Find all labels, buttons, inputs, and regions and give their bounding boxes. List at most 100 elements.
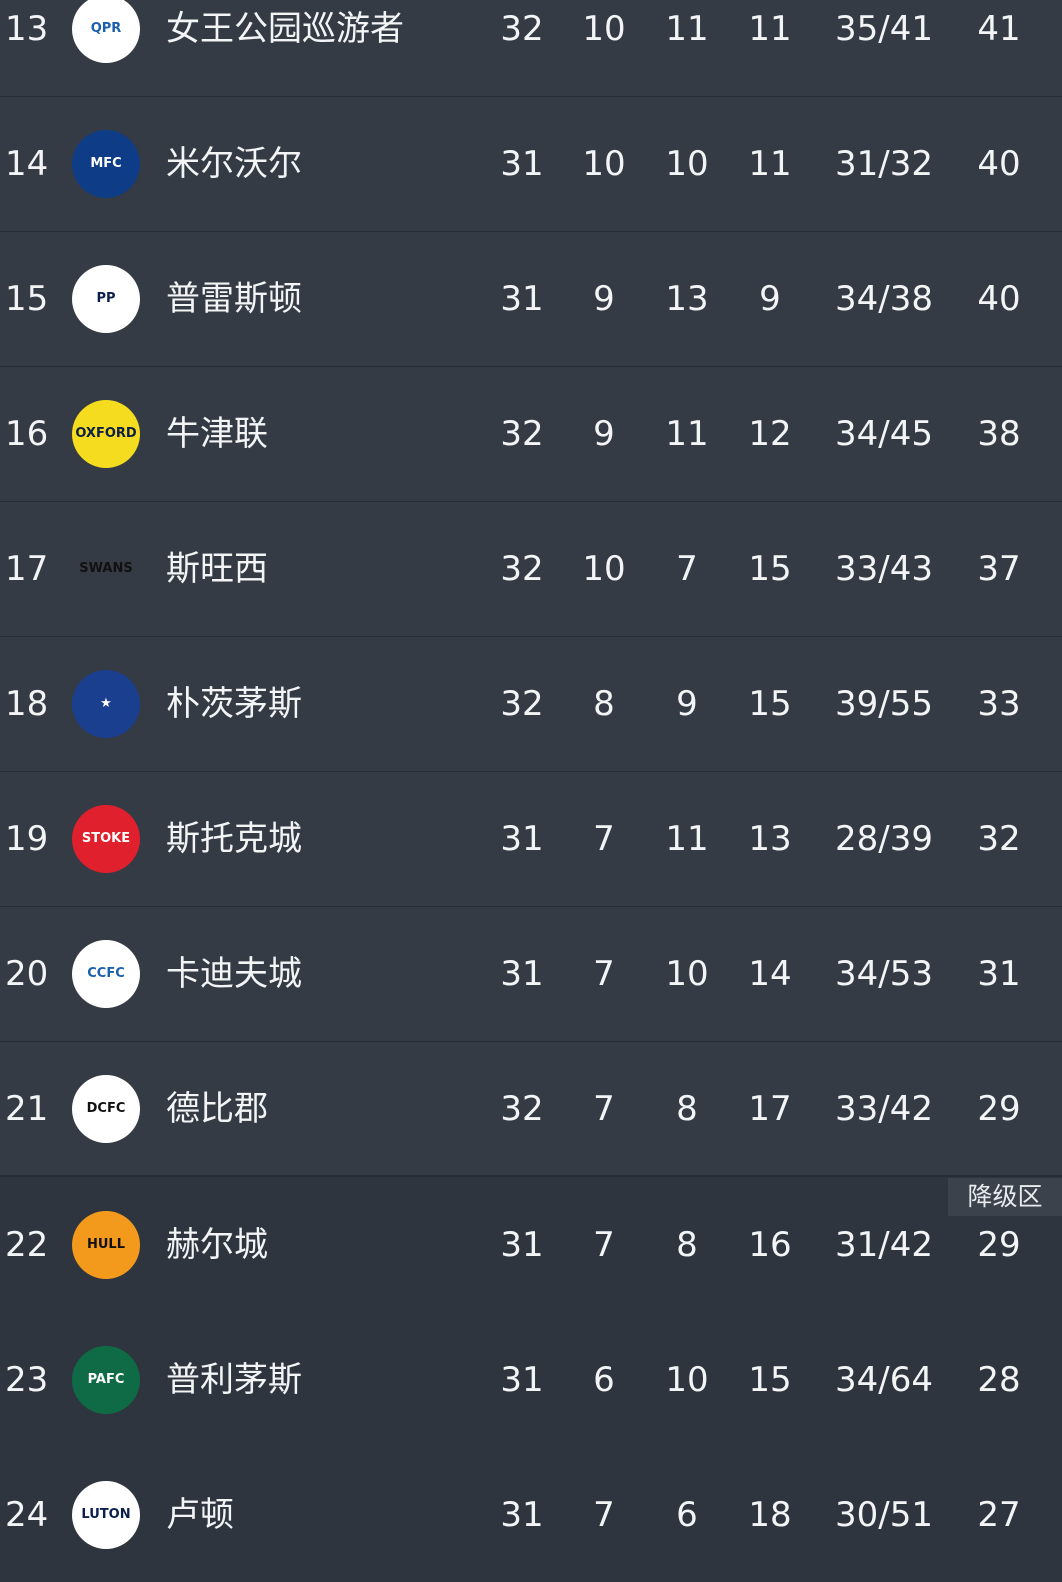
stat-w: 9 [593,414,615,454]
team-name[interactable]: 朴茨茅斯 [166,684,302,724]
stat-p: 31 [500,954,544,994]
stat-l: 11 [748,144,792,184]
rank: 20 [5,954,49,994]
team-name[interactable]: 卡迪夫城 [166,954,302,994]
stat-w: 8 [593,684,615,724]
stat-pts: 41 [977,9,1021,49]
stat-pts: 29 [977,1088,1021,1129]
stat-l: 16 [748,1224,792,1265]
stat-pts: 40 [977,279,1021,319]
stat-g: 31/42 [835,1224,933,1265]
stat-g: 34/45 [835,414,933,454]
stat-g: 34/53 [835,954,933,994]
stat-g: 33/42 [835,1088,933,1129]
stat-p: 32 [500,684,544,724]
stat-w: 6 [593,1359,615,1400]
stat-p: 31 [500,1359,544,1400]
stat-g: 34/38 [835,279,933,319]
stat-w: 10 [582,9,626,49]
stat-l: 13 [748,819,792,859]
team-name[interactable]: 米尔沃尔 [166,144,302,184]
derby-crest-icon: DCFC [72,1074,140,1143]
stat-p: 32 [500,414,544,454]
table-row[interactable]: 24 LUTON 卢顿 31 7 6 18 30/51 27 [0,1447,1062,1582]
stat-g: 30/51 [835,1494,933,1535]
stat-d: 8 [676,1224,698,1265]
table-row[interactable]: 21 DCFC 德比郡 32 7 8 17 33/42 29 [0,1042,1062,1177]
table-row[interactable]: 20 CCFC 卡迪夫城 31 7 10 14 34/53 31 [0,907,1062,1042]
relegation-zone-label: 降级区 [948,1178,1062,1216]
stat-pts: 33 [977,684,1021,724]
table-row[interactable]: 15 PP 普雷斯顿 31 9 13 9 34/38 40 [0,232,1062,367]
rank: 22 [5,1224,49,1265]
rank: 19 [5,819,49,859]
stat-l: 14 [748,954,792,994]
stat-p: 31 [500,279,544,319]
stat-g: 28/39 [835,819,933,859]
stat-w: 7 [593,954,615,994]
stat-l: 18 [748,1494,792,1535]
team-name[interactable]: 斯托克城 [166,819,302,859]
stat-w: 7 [593,819,615,859]
rank: 16 [5,414,49,454]
stat-d: 13 [665,279,709,319]
stat-p: 31 [500,1224,544,1265]
stat-p: 32 [500,549,544,589]
stat-pts: 31 [977,954,1021,994]
stat-d: 11 [665,819,709,859]
team-name[interactable]: 斯旺西 [166,549,268,589]
rank: 21 [5,1088,49,1129]
stat-g: 39/55 [835,684,933,724]
team-name[interactable]: 赫尔城 [166,1224,268,1265]
qpr-crest-icon: QPR [72,0,140,63]
table-row[interactable]: 17 SWANS 斯旺西 32 10 7 15 33/43 37 [0,502,1062,637]
stat-p: 31 [500,1494,544,1535]
table-row[interactable]: 23 PAFC 普利茅斯 31 6 10 15 34/64 28 [0,1312,1062,1447]
team-name[interactable]: 普利茅斯 [166,1359,302,1400]
stat-p: 32 [500,1088,544,1129]
table-row[interactable]: 13 QPR 女王公园巡游者 32 10 11 11 35/41 41 [0,0,1062,97]
team-name[interactable]: 普雷斯顿 [166,279,302,319]
stat-l: 15 [748,1359,792,1400]
stat-pts: 40 [977,144,1021,184]
stat-w: 7 [593,1088,615,1129]
table-row[interactable]: 19 STOKE 斯托克城 31 7 11 13 28/39 32 [0,772,1062,907]
table-row[interactable]: 14 MFC 米尔沃尔 31 10 10 11 31/32 40 [0,97,1062,232]
table-row[interactable]: 22 HULL 赫尔城 31 7 8 16 31/42 29 [0,1177,1062,1312]
stoke-crest-icon: STOKE [72,805,140,873]
stat-w: 10 [582,144,626,184]
preston-crest-icon: PP [72,265,140,333]
stat-g: 31/32 [835,144,933,184]
stat-d: 7 [676,549,698,589]
team-name[interactable]: 卢顿 [166,1494,234,1535]
stat-l: 15 [748,684,792,724]
stat-w: 9 [593,279,615,319]
table-row[interactable]: 16 OXFORD 牛津联 32 9 11 12 34/45 38 [0,367,1062,502]
stat-pts: 37 [977,549,1021,589]
rank: 24 [5,1494,49,1535]
rank: 17 [5,549,49,589]
stat-g: 35/41 [835,9,933,49]
stat-w: 10 [582,549,626,589]
stat-l: 9 [759,279,781,319]
stat-g: 33/43 [835,549,933,589]
rank: 23 [5,1359,49,1400]
stat-l: 11 [748,9,792,49]
stat-d: 8 [676,1088,698,1129]
stat-pts: 27 [977,1494,1021,1535]
plymouth-crest-icon: PAFC [72,1345,140,1414]
team-name[interactable]: 女王公园巡游者 [166,9,404,49]
stat-p: 32 [500,9,544,49]
table-row[interactable]: 18 ★ 朴茨茅斯 32 8 9 15 39/55 33 [0,637,1062,772]
team-name[interactable]: 牛津联 [166,414,268,454]
stat-d: 10 [665,1359,709,1400]
stat-d: 11 [665,9,709,49]
stat-l: 15 [748,549,792,589]
stat-pts: 32 [977,819,1021,859]
swansea-crest-icon: SWANS [72,535,140,603]
stat-g: 34/64 [835,1359,933,1400]
team-name[interactable]: 德比郡 [166,1088,268,1129]
stat-w: 7 [593,1224,615,1265]
rank: 18 [5,684,49,724]
